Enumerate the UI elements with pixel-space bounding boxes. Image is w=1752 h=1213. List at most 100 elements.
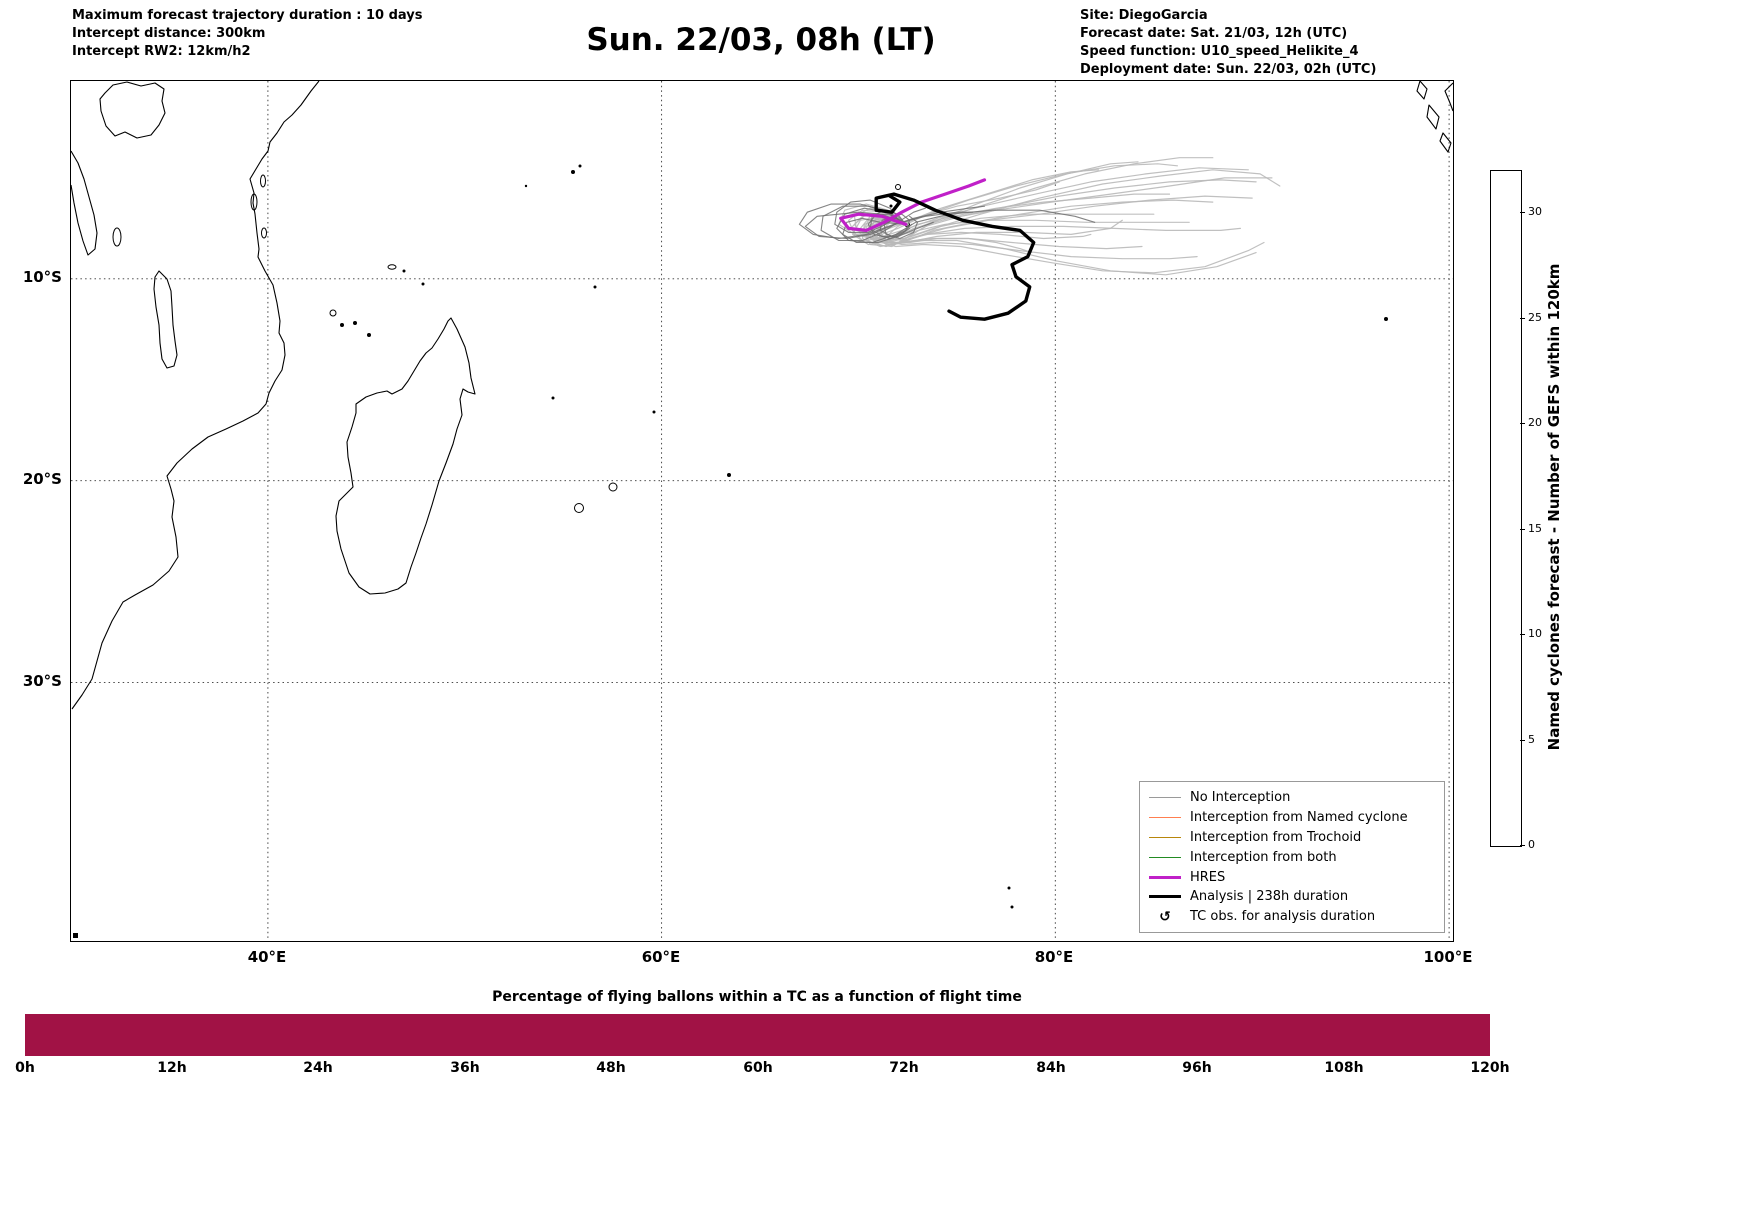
tc-obs-icon: ↺ xyxy=(1159,908,1171,925)
corner-islet xyxy=(73,933,78,938)
st-paul-island xyxy=(1010,905,1014,909)
legend-label: HRES xyxy=(1190,869,1226,885)
flight-time-tick-84h: 84h xyxy=(1036,1060,1066,1076)
colorbar-tickmark-20 xyxy=(1520,423,1525,424)
legend-item-5: Analysis | 238h duration xyxy=(1149,887,1435,907)
colorbar-tickmark-15 xyxy=(1520,529,1525,530)
legend-item-0: No Interception xyxy=(1149,788,1435,808)
colorbar-tickmark-5 xyxy=(1520,740,1525,741)
legend-label: TC obs. for analysis duration xyxy=(1190,909,1376,925)
flight-time-tick-12h: 12h xyxy=(157,1060,187,1076)
grande-comore-island xyxy=(329,309,337,317)
zanzibar-island xyxy=(250,193,258,211)
st-brandon-island xyxy=(652,410,656,414)
colorbar-tickmark-30 xyxy=(1520,212,1525,213)
max-duration-text: Maximum forecast trajectory duration : 1… xyxy=(72,8,423,23)
legend-label: Interception from Trochoid xyxy=(1190,829,1362,845)
colorbar-ticklabel-10: 10 xyxy=(1528,627,1542,640)
lon-tick-60: 60°E xyxy=(641,948,681,966)
gefs-trajectory-21 xyxy=(867,169,1281,242)
colorbar-axis-label: Named cyclones forecast - Number of GEFS… xyxy=(1545,263,1563,751)
mafia-island xyxy=(261,227,267,239)
forecast-date-text: Forecast date: Sat. 21/03, 12h (UTC) xyxy=(1080,26,1348,41)
graticule-gridlines xyxy=(71,81,1453,941)
analysis-trajectory xyxy=(874,192,1036,321)
agalega-island xyxy=(593,285,597,289)
madagascar-coastline xyxy=(335,317,476,595)
colorbar-ticklabel-20: 20 xyxy=(1528,416,1542,429)
legend-item-1: Interception from Named cyclone xyxy=(1149,808,1435,828)
gefs-trajectory-25 xyxy=(836,207,1096,244)
cocos-keeling-island xyxy=(1384,317,1388,321)
legend-label: No Interception xyxy=(1190,790,1291,806)
mayotte-island xyxy=(367,333,371,337)
legend-label: Interception from Named cyclone xyxy=(1190,810,1408,826)
coastlines xyxy=(71,81,1453,938)
rodrigues-island xyxy=(727,473,731,477)
legend-line-swatch xyxy=(1149,875,1181,879)
bottom-chart-title: Percentage of flying ballons within a TC… xyxy=(492,989,1022,1005)
legend-label: Interception from both xyxy=(1190,849,1337,865)
pagai-island xyxy=(1439,132,1452,153)
gefs-trajectory-10 xyxy=(865,195,1253,248)
legend-line-swatch xyxy=(1149,797,1181,799)
lake-malawi xyxy=(153,270,178,369)
sumatra-coast-fragment xyxy=(1444,82,1453,112)
legend-item-4: HRES xyxy=(1149,867,1435,887)
top-left-info: Maximum forecast trajectory duration : 1… xyxy=(72,7,423,61)
top-right-info: Site: DiegoGarcia Forecast date: Sat. 21… xyxy=(1080,7,1376,79)
legend-line-swatch xyxy=(1149,817,1181,819)
gefs-trajectory-23 xyxy=(798,203,974,240)
page-title: Sun. 22/03, 08h (LT) xyxy=(586,22,936,58)
lon-tick-100: 100°E xyxy=(1423,948,1473,966)
intercept-distance-text: Intercept distance: 300km xyxy=(72,26,266,41)
legend-line-swatch xyxy=(1149,836,1181,838)
legend-item-6: ↺ TC obs. for analysis duration xyxy=(1149,907,1435,927)
map-svg xyxy=(71,81,1453,941)
lon-tick-80: 80°E xyxy=(1034,948,1074,966)
colorbar-ticklabel-25: 25 xyxy=(1528,311,1542,324)
gefs-trajectory-18 xyxy=(869,219,1265,274)
aldabra-atoll xyxy=(387,264,397,270)
colorbar xyxy=(1490,170,1522,847)
moheli-island xyxy=(340,323,344,327)
legend-item-2: Interception from Trochoid xyxy=(1149,828,1435,848)
gefs-trajectory-31 xyxy=(842,217,934,244)
deployment-date-text: Deployment date: Sun. 22/03, 02h (UTC) xyxy=(1080,62,1377,77)
colorbar-tickmark-10 xyxy=(1520,634,1525,635)
lat-tick-10: 10°S xyxy=(22,268,62,286)
colorbar-ticklabel-5: 5 xyxy=(1528,733,1535,746)
intercept-rw2-text: Intercept RW2: 12km/h2 xyxy=(72,44,251,59)
reunion-island xyxy=(574,503,584,513)
map-legend: No Interception Interception from Named c… xyxy=(1139,781,1445,933)
cosmoledo-atoll xyxy=(402,269,406,273)
colorbar-ticklabel-30: 30 xyxy=(1528,205,1542,218)
flight-time-tick-72h: 72h xyxy=(889,1060,919,1076)
flight-time-tick-36h: 36h xyxy=(450,1060,480,1076)
flight-time-tick-108h: 108h xyxy=(1324,1060,1364,1076)
legend-line-swatch xyxy=(1149,856,1181,858)
amsterdam-island xyxy=(1007,886,1011,890)
gefs-trajectory-3 xyxy=(853,163,1178,237)
colorbar-ticklabel-15: 15 xyxy=(1528,522,1542,535)
salomon-atoll xyxy=(889,204,893,208)
lake-victoria xyxy=(99,81,166,139)
mahe-island xyxy=(571,170,575,174)
africa-coastline xyxy=(71,81,320,710)
gefs-trajectory-20 xyxy=(869,217,1257,276)
farquhar-atoll xyxy=(421,282,425,286)
praslin-island xyxy=(578,164,582,168)
flight-time-tick-120h: 120h xyxy=(1470,1060,1510,1076)
trajectory-lines xyxy=(798,157,1281,321)
site-text: Site: DiegoGarcia xyxy=(1080,8,1208,23)
legend-item-3: Interception from both xyxy=(1149,847,1435,867)
flight-time-tick-48h: 48h xyxy=(596,1060,626,1076)
pemba-island xyxy=(260,174,266,188)
lake-rukwa xyxy=(112,227,122,247)
anjouan-island xyxy=(353,321,357,325)
colorbar-tickmark-25 xyxy=(1520,318,1525,319)
colorbar-tickmark-0 xyxy=(1520,845,1525,846)
mauritius-island xyxy=(608,482,618,492)
tc-percentage-strip xyxy=(25,1014,1490,1056)
